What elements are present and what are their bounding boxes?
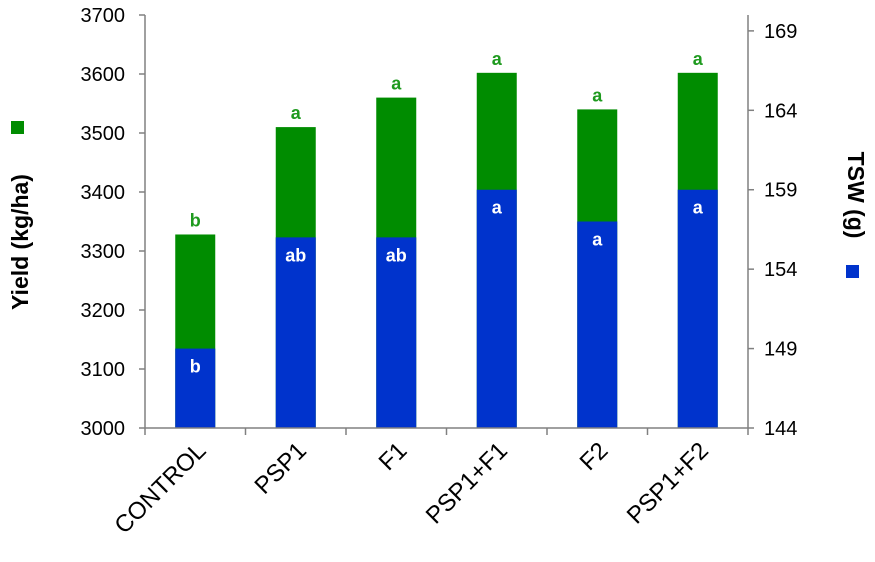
yield-letter: a xyxy=(492,49,503,69)
left-tick-label: 3500 xyxy=(81,123,126,145)
y-axis-title-left: Yield (kg/ha) xyxy=(7,174,33,310)
yield-letter: a xyxy=(291,103,302,123)
yield-letter: b xyxy=(190,210,201,230)
right-tick-label: 159 xyxy=(764,180,797,202)
right-tick-label: 144 xyxy=(764,418,797,440)
bars-layer xyxy=(175,72,718,429)
left-tick-label: 3700 xyxy=(81,5,126,27)
right-tick-label: 169 xyxy=(764,21,797,43)
tsw-letter: a xyxy=(492,198,503,218)
category-labels: CONTROL PSP1 F1 PSP1+F1 F2 PSP1+F2 xyxy=(109,428,749,539)
bar-tsw xyxy=(275,237,316,428)
category-label: PSP1+F2 xyxy=(622,437,714,529)
category-label: CONTROL xyxy=(109,437,211,539)
category-label: PSP1 xyxy=(250,437,312,499)
left-tick-label: 3300 xyxy=(81,241,126,263)
left-tick-label: 3100 xyxy=(81,359,126,381)
significance-letters: b b a ab a ab a a a a a a xyxy=(190,49,704,377)
tsw-letter: a xyxy=(592,230,603,250)
left-tick-label: 3600 xyxy=(81,64,126,86)
right-axis-ticks: 144 149 154 159 164 169 xyxy=(748,21,797,440)
tsw-letter: a xyxy=(693,198,704,218)
right-tick-label: 164 xyxy=(764,100,797,122)
y-axis-title-right: TSW (g) xyxy=(843,152,869,239)
bar-tsw xyxy=(577,221,618,428)
left-axis-ticks: 3000 3100 3200 3300 3400 3500 3600 3700 xyxy=(81,5,145,440)
left-tick-label: 3400 xyxy=(81,182,126,204)
category-label: F1 xyxy=(374,437,413,476)
yield-letter: a xyxy=(391,74,402,94)
tsw-letter: ab xyxy=(386,245,407,265)
right-tick-label: 149 xyxy=(764,339,797,361)
tsw-letter: b xyxy=(190,357,201,377)
category-label: PSP1+F1 xyxy=(421,437,513,529)
category-label: F2 xyxy=(575,437,614,476)
axes-layer xyxy=(144,15,749,429)
yield-letter: a xyxy=(693,49,704,69)
bar-tsw xyxy=(677,189,718,428)
right-tick-label: 154 xyxy=(764,259,797,281)
left-tick-label: 3000 xyxy=(81,418,126,440)
tsw-letter: ab xyxy=(285,245,306,265)
bar-tsw xyxy=(175,348,216,428)
bar-tsw xyxy=(476,189,517,428)
legend-marker-tsw xyxy=(846,265,859,278)
legend-marker-yield xyxy=(11,121,24,134)
yield-letter: a xyxy=(592,85,603,105)
bar-tsw xyxy=(376,237,417,428)
left-tick-label: 3200 xyxy=(81,300,126,322)
